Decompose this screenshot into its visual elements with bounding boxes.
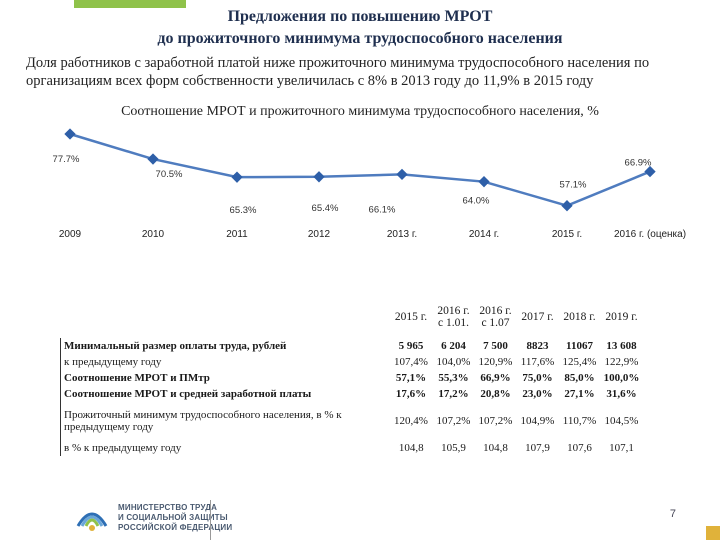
series-line (69, 132, 651, 208)
x-tick-label-0: 2009 (59, 229, 82, 240)
x-tick-label-4: 2013 г. (387, 229, 417, 240)
table-cell: 100,0% (603, 372, 640, 384)
row-label: Соотношение МРОТ и средней заработной пл… (60, 386, 390, 402)
table-cell: 11067 (566, 340, 593, 352)
ministry-logo-icon (76, 512, 108, 531)
table-cell: 125,4% (562, 356, 597, 368)
table-cell: 66,9% (480, 372, 511, 384)
table-cell: 104,9% (520, 415, 555, 427)
data-point-6 (561, 200, 573, 212)
table-cell: 17,2% (438, 388, 469, 400)
x-tick-label-6: 2015 г. (552, 229, 582, 240)
table-cell: 117,6% (520, 356, 555, 368)
title-line-2: до прожиточного минимума трудоспособного… (157, 30, 563, 47)
table-cell: 7 500 (483, 340, 508, 352)
table-header-cell: 2018 г. (563, 311, 596, 323)
table-cell: 104,0% (436, 356, 471, 368)
value-label-0: 77.7% (53, 154, 80, 165)
ministry-name: МИНИСТЕРСТВО ТРУДА И СОЦИАЛЬНОЙ ЗАЩИТЫ Р… (118, 503, 232, 533)
table-cell: 27,1% (564, 388, 595, 400)
top-accent-bar (74, 0, 186, 8)
data-point-2 (231, 171, 243, 183)
table-header-blank (61, 296, 391, 338)
data-point-1 (147, 153, 159, 165)
ministry-line-2: И СОЦИАЛЬНОЙ ЗАЩИТЫ (118, 513, 228, 522)
table-cell: 105,9 (441, 442, 466, 454)
x-axis-labels: 2009 2010 2011 2012 2013 г. 2014 г. 2015 г. 201… (59, 229, 686, 240)
table-cell: 107,2% (436, 415, 471, 427)
table-header-cell: 2017 г. (521, 311, 554, 323)
x-tick-label-1: 2010 (142, 229, 165, 240)
footer-divider (210, 500, 211, 540)
table-cell: 20,8% (480, 388, 511, 400)
table-header-cell: 2015 г. (394, 311, 428, 323)
table-cell: 120,9% (478, 356, 513, 368)
table-cell: 110,7% (562, 415, 597, 427)
table-cell: 104,5% (604, 415, 639, 427)
table-header-cell: 2016 г. с 1.01. (437, 305, 470, 329)
chart-title: Соотношение МРОТ и прожиточного минимума… (121, 104, 599, 119)
table-row: Прожиточный минимум трудоспособного насе… (60, 402, 643, 440)
table-cell: 57,1% (395, 372, 427, 384)
table-row: в % к предыдущему году 104,8 105,9 104,8 107… (60, 440, 643, 456)
table-row: Минимальный размер оплаты труда, рублей 5… (60, 338, 643, 354)
x-tick-label-2: 2011 (226, 229, 248, 240)
table-cell: 23,0% (522, 388, 553, 400)
data-point-3 (313, 171, 325, 183)
x-tick-label-3: 2012 (308, 229, 331, 240)
table-cell: 104,8 (483, 442, 508, 454)
table-cell: 85,0% (564, 372, 595, 384)
table-header-cell: 2019 г. (605, 311, 638, 323)
table-cell: 122,9% (604, 356, 639, 368)
data-point-4 (396, 168, 408, 181)
table-cell: 107,6 (567, 442, 592, 454)
row-label: к предыдущему году (60, 354, 390, 370)
table-cell: 107,9 (525, 442, 550, 454)
lead-paragraph: Доля работников с заработной платой ниже… (26, 55, 650, 89)
table-cell: 8823 (526, 340, 549, 352)
corner-accent (706, 526, 720, 540)
ministry-line-1: МИНИСТЕРСТВО ТРУДА (118, 503, 218, 512)
table-cell: 55,3% (438, 372, 469, 384)
value-label-6: 57.1% (560, 180, 587, 191)
row-label: Соотношение МРОТ и ПМтр (60, 370, 390, 386)
value-label-3: 65.4% (312, 203, 339, 214)
value-label-2: 65.3% (230, 205, 257, 216)
table-header-cell: 2016 г. с 1.07 (479, 305, 512, 329)
row-label: Минимальный размер оплаты труда, рублей (60, 338, 390, 354)
table-cell: 120,4% (394, 415, 428, 427)
title-line-1: Предложения по повышению МРОТ (227, 8, 493, 25)
table-cell: 75,0% (522, 372, 553, 384)
table-cell: 13 608 (606, 340, 637, 352)
table-row: Соотношение МРОТ и средней заработной пл… (60, 386, 643, 402)
table-cell: 107,4% (394, 356, 428, 368)
table-cell: 17,6% (395, 388, 427, 400)
line-chart: 77.7% 70.5% 65.3% 65.4% 66.1% 64.0% 57.1% 66.9%… (53, 128, 686, 240)
x-tick-label-5: 2014 г. (469, 229, 499, 240)
table-cell: 107,1 (609, 442, 634, 454)
ministry-line-3: РОССИЙСКОЙ ФЕДЕРАЦИИ (118, 523, 233, 532)
row-label: Прожиточный минимум трудоспособного насе… (60, 402, 390, 440)
table-cell: 6 204 (441, 340, 466, 352)
table-header-row: 2015 г. 2016 г. с 1.01. 2016 г. с 1.07 2017… (61, 296, 643, 338)
value-label-5: 64.0% (463, 196, 490, 207)
table-row: к предыдущему году 107,4% 104,0% 120,9% 117,… (60, 354, 643, 370)
data-point-0 (64, 128, 76, 140)
page-number: 7 (669, 508, 676, 520)
table-row: Соотношение МРОТ и ПМтр 57,1% 55,3% 66,9% 75… (60, 370, 643, 386)
forecast-table: 2015 г. 2016 г. с 1.01. 2016 г. с 1.07 2017… (60, 296, 643, 456)
markers-group (64, 128, 656, 212)
table-cell: 104,8 (398, 442, 424, 454)
value-label-4: 66.1% (369, 204, 396, 215)
value-label-7: 66.9% (625, 158, 652, 169)
row-label: в % к предыдущему году (60, 440, 390, 456)
x-tick-label-7: 2016 г. (оценка) (614, 229, 686, 240)
slide-title: Предложения по повышению МРОТ до прожито… (0, 6, 720, 50)
table-cell: 5 965 (398, 340, 424, 352)
value-labels-group: 77.7% 70.5% 65.3% 65.4% 66.1% 64.0% 57.1% 66.9% (53, 154, 652, 216)
value-label-1: 70.5% (156, 169, 183, 180)
table-cell: 107,2% (478, 415, 513, 427)
data-point-5 (478, 176, 490, 188)
table-cell: 31,6% (606, 388, 637, 400)
